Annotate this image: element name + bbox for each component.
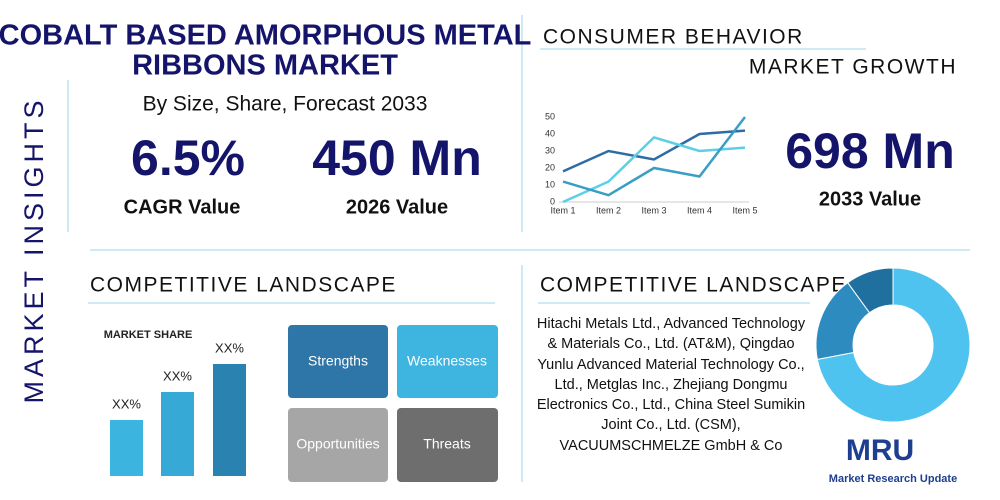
logo-name: Market Research Update bbox=[829, 473, 957, 485]
bar bbox=[110, 420, 143, 476]
swot-box bbox=[288, 325, 388, 398]
swot-label: Strengths bbox=[308, 353, 368, 369]
swot-label: Opportunities bbox=[296, 436, 379, 452]
stat-value: 450 Mn bbox=[312, 130, 482, 186]
value-label: XX% bbox=[112, 396, 141, 411]
swot-box bbox=[397, 325, 498, 398]
subtitle: By Size, Share, Forecast 2033 bbox=[143, 93, 428, 116]
donut-segment bbox=[847, 267, 894, 314]
x-tick-label: Item 4 bbox=[687, 205, 712, 215]
bar bbox=[161, 392, 194, 476]
y-tick-label: 20 bbox=[545, 162, 555, 172]
swot-label: Threats bbox=[423, 436, 470, 452]
stat-label: CAGR Value bbox=[124, 196, 241, 218]
value-label: XX% bbox=[163, 368, 192, 383]
donut-segment bbox=[816, 267, 971, 423]
company-list: Hitachi Metals Ltd., Advanced Technology… bbox=[536, 316, 806, 454]
section-heading: CONSUMER BEHAVIOR bbox=[543, 26, 804, 49]
swot-box bbox=[397, 408, 498, 482]
title-line: RIBBONS MARKET bbox=[132, 50, 398, 82]
side-label: MARKET INSIGHTS bbox=[19, 96, 49, 403]
y-tick-label: 0 bbox=[550, 196, 555, 206]
section-heading: COMPETITIVE LANDSCAPE bbox=[540, 274, 847, 297]
section-heading: COMPETITIVE LANDSCAPE bbox=[90, 274, 397, 297]
value-label: XX% bbox=[215, 340, 244, 355]
x-tick-label: Item 3 bbox=[641, 205, 666, 215]
line-series bbox=[562, 129, 746, 173]
swot-box bbox=[288, 408, 388, 482]
line-series bbox=[562, 135, 746, 204]
x-tick-label: Item 1 bbox=[550, 205, 575, 215]
swot-label: Weaknesses bbox=[407, 353, 487, 369]
chart-title: MARKET SHARE bbox=[104, 329, 193, 341]
line-series bbox=[562, 116, 746, 197]
y-tick-label: 50 bbox=[545, 111, 555, 121]
stat-value: 6.5% bbox=[131, 130, 245, 186]
x-tick-label: Item 5 bbox=[732, 205, 757, 215]
stat-label: 2026 Value bbox=[346, 196, 448, 218]
section-heading: MARKET GROWTH bbox=[749, 56, 957, 79]
y-tick-label: 10 bbox=[545, 179, 555, 189]
x-tick-label: Item 2 bbox=[596, 205, 621, 215]
stat-value: 698 Mn bbox=[785, 123, 955, 179]
logo-mark: MRU bbox=[846, 434, 914, 467]
stat-label: 2033 Value bbox=[819, 188, 921, 210]
bar bbox=[213, 364, 246, 476]
y-tick-label: 40 bbox=[545, 128, 555, 138]
title-line: COBALT BASED AMORPHOUS METAL bbox=[0, 20, 531, 52]
y-tick-label: 30 bbox=[545, 145, 555, 155]
